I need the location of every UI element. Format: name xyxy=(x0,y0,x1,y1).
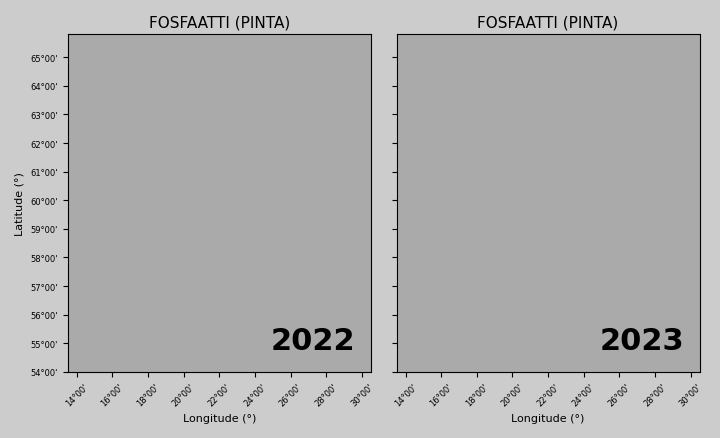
Text: 2022: 2022 xyxy=(271,326,356,355)
Title: FOSFAATTI (PINTA): FOSFAATTI (PINTA) xyxy=(149,15,290,30)
X-axis label: Longitude (°): Longitude (°) xyxy=(511,413,585,423)
Y-axis label: Latitude (°): Latitude (°) xyxy=(15,172,25,236)
Text: 2023: 2023 xyxy=(600,326,685,355)
Title: FOSFAATTI (PINTA): FOSFAATTI (PINTA) xyxy=(477,15,618,30)
X-axis label: Longitude (°): Longitude (°) xyxy=(183,413,256,423)
